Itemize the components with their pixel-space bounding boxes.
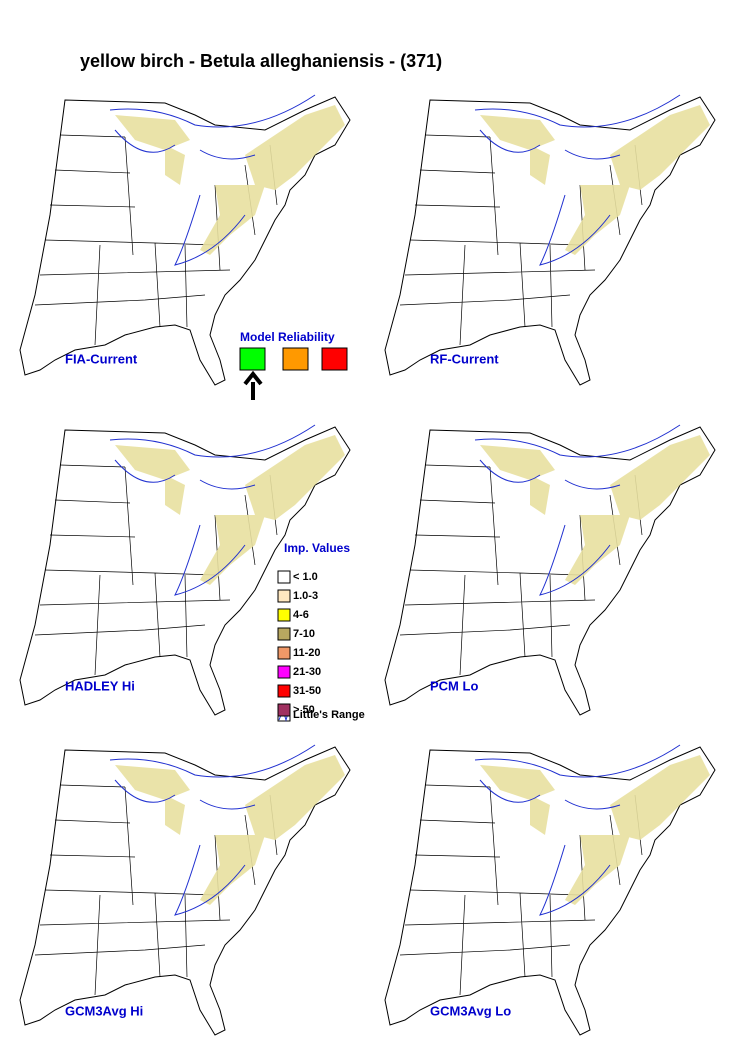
map — [384, 424, 716, 716]
map-label: RF-Current — [430, 351, 499, 366]
legend-label: 4-6 — [293, 609, 309, 621]
map-panel — [19, 744, 351, 1036]
legend-swatch — [277, 684, 291, 698]
map-label: GCM3Avg Lo — [430, 1003, 511, 1018]
map-panel — [384, 94, 716, 386]
legend-label: 1.0-3 — [293, 590, 318, 602]
legend-label: 21-30 — [293, 666, 321, 678]
map-label: FIA-Current — [65, 351, 138, 366]
legend-label: < 1.0 — [293, 571, 318, 583]
map-panel — [384, 424, 716, 716]
legend-title: Imp. Values — [284, 541, 350, 555]
map-label: GCM3Avg Hi — [65, 1003, 143, 1018]
map — [384, 744, 716, 1036]
map-panel — [384, 744, 716, 1036]
map — [19, 744, 351, 1036]
legend-swatch — [277, 608, 291, 622]
range-label: Little's Range — [293, 709, 365, 721]
legend-swatch — [277, 627, 291, 641]
legend-swatch — [277, 589, 291, 603]
arrow — [243, 370, 263, 400]
legend-swatch — [277, 646, 291, 660]
legend-swatch — [277, 703, 291, 717]
legend-label: 7-10 — [293, 628, 315, 640]
legend-label: 11-20 — [293, 647, 321, 659]
reliability-title: Model Reliability — [240, 330, 335, 344]
legend-label: 31-50 — [293, 685, 321, 697]
reliability-box — [282, 347, 309, 371]
map-label: PCM Lo — [430, 678, 478, 693]
title: yellow birch - Betula alleghaniensis - (… — [80, 51, 442, 71]
legend-swatch — [277, 570, 291, 584]
reliability-box — [239, 347, 266, 371]
reliability-box — [321, 347, 348, 371]
map-label: HADLEY Hi — [65, 678, 135, 693]
legend-swatch — [277, 665, 291, 679]
legend-label: > 50 — [293, 704, 315, 716]
map — [384, 94, 716, 386]
